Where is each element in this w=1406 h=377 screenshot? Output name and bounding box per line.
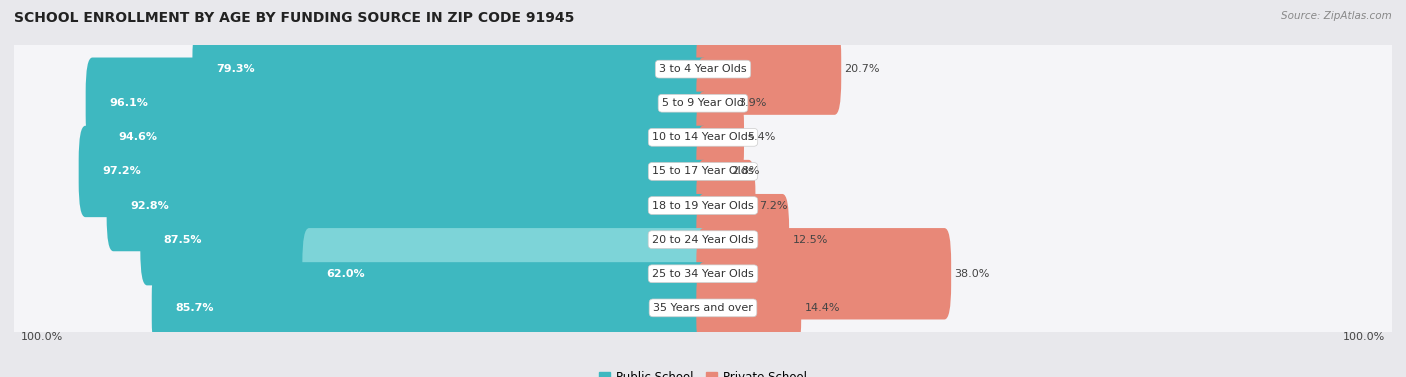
FancyBboxPatch shape <box>696 194 789 285</box>
Text: 5.4%: 5.4% <box>748 132 776 143</box>
Text: 100.0%: 100.0% <box>21 332 63 342</box>
Text: Source: ZipAtlas.com: Source: ZipAtlas.com <box>1281 11 1392 21</box>
FancyBboxPatch shape <box>86 58 710 149</box>
Text: 92.8%: 92.8% <box>129 201 169 211</box>
Text: 79.3%: 79.3% <box>217 64 254 74</box>
Text: 10 to 14 Year Olds: 10 to 14 Year Olds <box>652 132 754 143</box>
FancyBboxPatch shape <box>696 262 801 354</box>
FancyBboxPatch shape <box>11 106 1395 237</box>
Legend: Public School, Private School: Public School, Private School <box>593 366 813 377</box>
FancyBboxPatch shape <box>696 58 734 149</box>
FancyBboxPatch shape <box>696 23 841 115</box>
FancyBboxPatch shape <box>696 126 727 217</box>
Text: 2.8%: 2.8% <box>731 166 759 176</box>
FancyBboxPatch shape <box>696 160 755 251</box>
FancyBboxPatch shape <box>11 208 1395 339</box>
Text: 35 Years and over: 35 Years and over <box>652 303 754 313</box>
Text: 5 to 9 Year Old: 5 to 9 Year Old <box>662 98 744 108</box>
Text: 97.2%: 97.2% <box>103 166 141 176</box>
FancyBboxPatch shape <box>696 228 950 319</box>
FancyBboxPatch shape <box>11 243 1395 373</box>
Text: 87.5%: 87.5% <box>163 234 202 245</box>
Text: 15 to 17 Year Olds: 15 to 17 Year Olds <box>652 166 754 176</box>
Text: 12.5%: 12.5% <box>793 234 828 245</box>
Text: 3 to 4 Year Olds: 3 to 4 Year Olds <box>659 64 747 74</box>
FancyBboxPatch shape <box>193 23 710 115</box>
FancyBboxPatch shape <box>302 228 710 319</box>
Text: 100.0%: 100.0% <box>1343 332 1385 342</box>
Text: 38.0%: 38.0% <box>955 269 990 279</box>
FancyBboxPatch shape <box>11 175 1395 305</box>
Text: 85.7%: 85.7% <box>176 303 214 313</box>
FancyBboxPatch shape <box>11 38 1395 169</box>
Text: 3.9%: 3.9% <box>738 98 766 108</box>
Text: 25 to 34 Year Olds: 25 to 34 Year Olds <box>652 269 754 279</box>
FancyBboxPatch shape <box>11 4 1395 134</box>
FancyBboxPatch shape <box>696 92 744 183</box>
FancyBboxPatch shape <box>107 160 710 251</box>
FancyBboxPatch shape <box>152 262 710 354</box>
Text: 14.4%: 14.4% <box>804 303 839 313</box>
FancyBboxPatch shape <box>141 194 710 285</box>
FancyBboxPatch shape <box>96 92 710 183</box>
Text: 18 to 19 Year Olds: 18 to 19 Year Olds <box>652 201 754 211</box>
FancyBboxPatch shape <box>11 72 1395 202</box>
FancyBboxPatch shape <box>79 126 710 217</box>
Text: 20 to 24 Year Olds: 20 to 24 Year Olds <box>652 234 754 245</box>
FancyBboxPatch shape <box>11 140 1395 271</box>
Text: 20.7%: 20.7% <box>845 64 880 74</box>
Text: 94.6%: 94.6% <box>118 132 157 143</box>
Text: 96.1%: 96.1% <box>110 98 148 108</box>
Text: 62.0%: 62.0% <box>326 269 364 279</box>
Text: SCHOOL ENROLLMENT BY AGE BY FUNDING SOURCE IN ZIP CODE 91945: SCHOOL ENROLLMENT BY AGE BY FUNDING SOUR… <box>14 11 575 25</box>
Text: 7.2%: 7.2% <box>759 201 787 211</box>
